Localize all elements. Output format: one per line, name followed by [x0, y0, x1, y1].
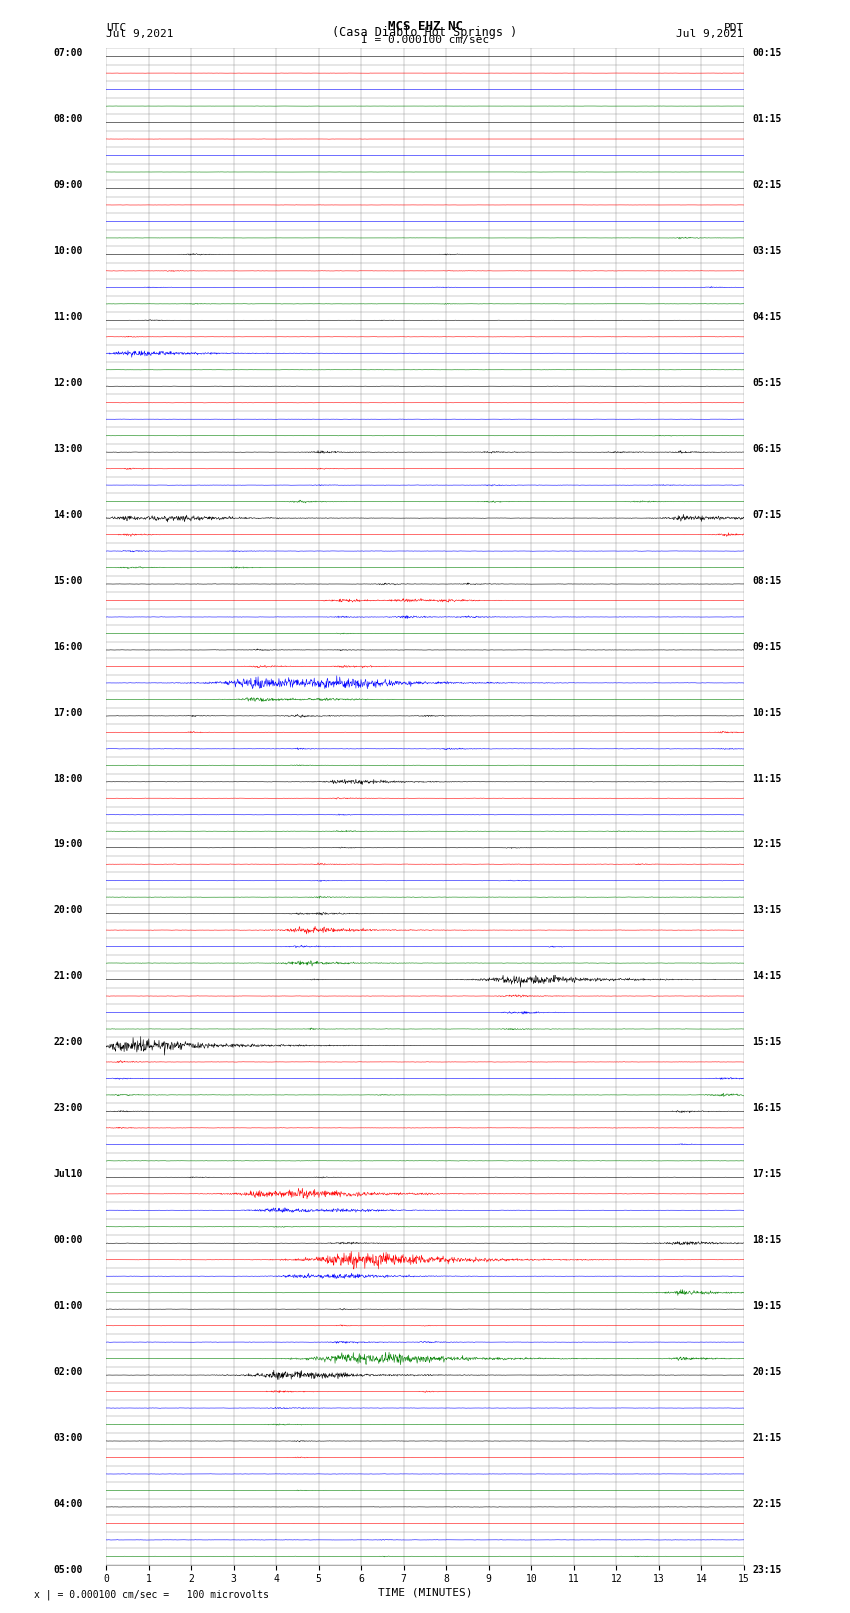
Text: 22:15: 22:15: [752, 1498, 782, 1508]
Text: 06:15: 06:15: [752, 444, 782, 453]
Text: 10:15: 10:15: [752, 708, 782, 718]
Text: 01:00: 01:00: [54, 1302, 82, 1311]
Text: 23:00: 23:00: [54, 1103, 82, 1113]
Text: 05:00: 05:00: [54, 1565, 82, 1574]
Text: 00:00: 00:00: [54, 1236, 82, 1245]
Text: 03:00: 03:00: [54, 1432, 82, 1442]
Text: 11:15: 11:15: [752, 774, 782, 784]
Text: 20:15: 20:15: [752, 1366, 782, 1378]
Text: 16:00: 16:00: [54, 642, 82, 652]
Text: PDT: PDT: [723, 23, 744, 32]
Text: (Casa Diablo Hot Springs ): (Casa Diablo Hot Springs ): [332, 26, 518, 39]
Text: MCS EHZ NC: MCS EHZ NC: [388, 19, 462, 32]
Text: 05:15: 05:15: [752, 377, 782, 389]
Text: 03:15: 03:15: [752, 247, 782, 256]
Text: I = 0.000100 cm/sec: I = 0.000100 cm/sec: [361, 35, 489, 45]
Text: 12:00: 12:00: [54, 377, 82, 389]
Text: 13:00: 13:00: [54, 444, 82, 453]
Text: 15:15: 15:15: [752, 1037, 782, 1047]
Text: 19:15: 19:15: [752, 1302, 782, 1311]
Text: 08:00: 08:00: [54, 115, 82, 124]
Text: 01:15: 01:15: [752, 115, 782, 124]
Text: 07:00: 07:00: [54, 48, 82, 58]
Text: 18:15: 18:15: [752, 1236, 782, 1245]
Text: 13:15: 13:15: [752, 905, 782, 916]
Text: 09:15: 09:15: [752, 642, 782, 652]
Text: 21:15: 21:15: [752, 1432, 782, 1442]
Text: Jul 9,2021: Jul 9,2021: [106, 29, 173, 39]
Text: 23:15: 23:15: [752, 1565, 782, 1574]
Text: 09:00: 09:00: [54, 181, 82, 190]
Text: 02:00: 02:00: [54, 1366, 82, 1378]
Text: 19:00: 19:00: [54, 839, 82, 850]
Text: 15:00: 15:00: [54, 576, 82, 586]
Text: 21:00: 21:00: [54, 971, 82, 981]
Text: 12:15: 12:15: [752, 839, 782, 850]
Text: x | = 0.000100 cm/sec =   100 microvolts: x | = 0.000100 cm/sec = 100 microvolts: [34, 1589, 269, 1600]
Text: 00:15: 00:15: [752, 48, 782, 58]
Text: 04:15: 04:15: [752, 311, 782, 323]
Text: 17:15: 17:15: [752, 1169, 782, 1179]
Text: 14:00: 14:00: [54, 510, 82, 519]
Text: 20:00: 20:00: [54, 905, 82, 916]
Text: 17:00: 17:00: [54, 708, 82, 718]
X-axis label: TIME (MINUTES): TIME (MINUTES): [377, 1587, 473, 1597]
Text: 08:15: 08:15: [752, 576, 782, 586]
Text: Jul10: Jul10: [54, 1169, 82, 1179]
Text: 07:15: 07:15: [752, 510, 782, 519]
Text: 14:15: 14:15: [752, 971, 782, 981]
Text: 11:00: 11:00: [54, 311, 82, 323]
Text: 10:00: 10:00: [54, 247, 82, 256]
Text: 18:00: 18:00: [54, 774, 82, 784]
Text: 02:15: 02:15: [752, 181, 782, 190]
Text: Jul 9,2021: Jul 9,2021: [677, 29, 744, 39]
Text: 04:00: 04:00: [54, 1498, 82, 1508]
Text: UTC: UTC: [106, 23, 127, 32]
Text: 16:15: 16:15: [752, 1103, 782, 1113]
Text: 22:00: 22:00: [54, 1037, 82, 1047]
